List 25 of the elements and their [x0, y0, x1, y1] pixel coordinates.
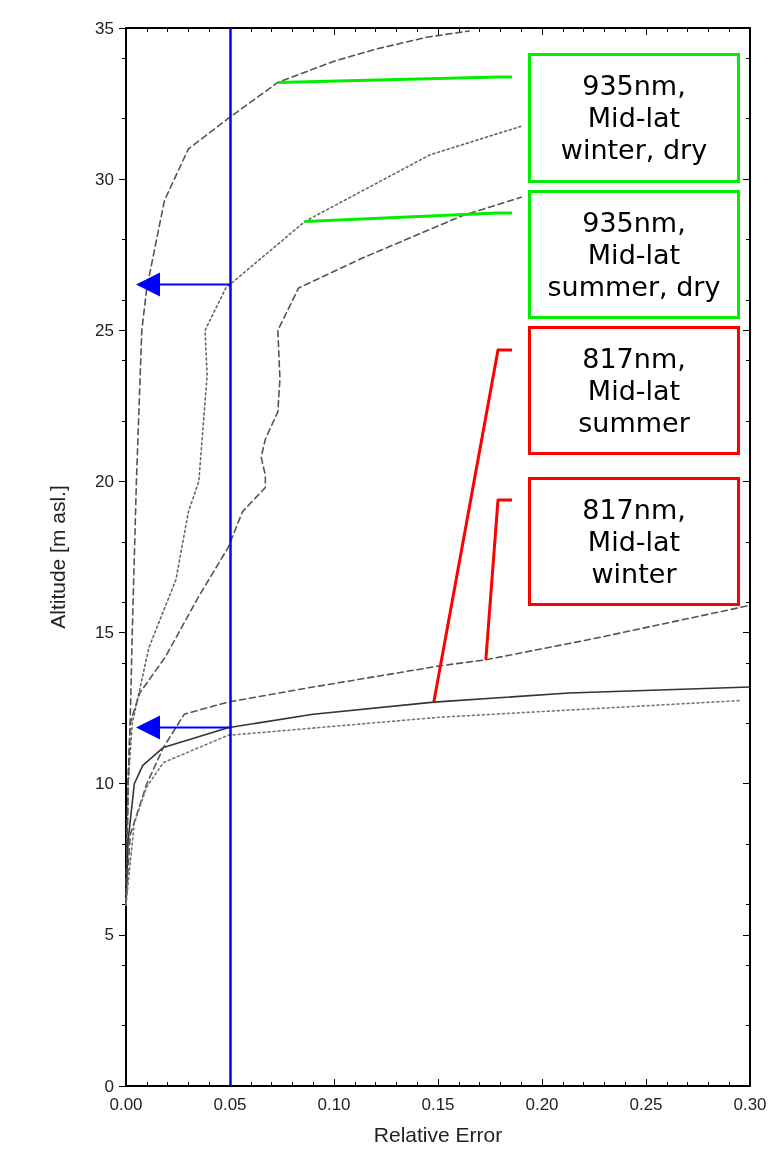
x-axis-title: Relative Error — [373, 1123, 503, 1146]
annotation: 817nm, Mid-lat winter — [582, 493, 686, 590]
y-axis-title: Altitude [m asl.] — [46, 485, 69, 629]
callout-box: 817nm, Mid-lat summer — [528, 326, 740, 455]
y-tick-label: 15 — [95, 623, 114, 643]
x-tick-label: 0.15 — [421, 1095, 455, 1114]
callout-box: 817nm, Mid-lat winter — [528, 477, 740, 606]
y-tick-label: 10 — [95, 774, 114, 794]
y-tick-label: 5 — [104, 925, 114, 945]
y-tick-label: 0 — [104, 1076, 114, 1096]
x-tick-label: 0.25 — [629, 1095, 663, 1114]
y-tick-label: 25 — [95, 320, 114, 340]
callout-box: 935nm, Mid-lat summer, dry — [528, 190, 740, 319]
y-tick-label: 20 — [95, 471, 114, 491]
y-tick-label: 30 — [95, 169, 114, 189]
callout-box: 935nm, Mid-lat winter, dry — [528, 53, 740, 183]
y-tick-label: 35 — [95, 18, 114, 38]
annotation: 935nm, Mid-lat winter, dry — [560, 70, 708, 166]
annotation: 817nm, Mid-lat summer — [578, 342, 690, 439]
annotation: 935nm, Mid-lat summer, dry — [547, 206, 721, 303]
x-tick-label: 0.05 — [213, 1095, 247, 1114]
x-tick-label: 0.10 — [317, 1095, 351, 1114]
x-tick-label: 0.20 — [525, 1095, 559, 1114]
x-tick-label: 0.30 — [733, 1095, 767, 1114]
x-tick-label: 0.00 — [109, 1095, 143, 1114]
